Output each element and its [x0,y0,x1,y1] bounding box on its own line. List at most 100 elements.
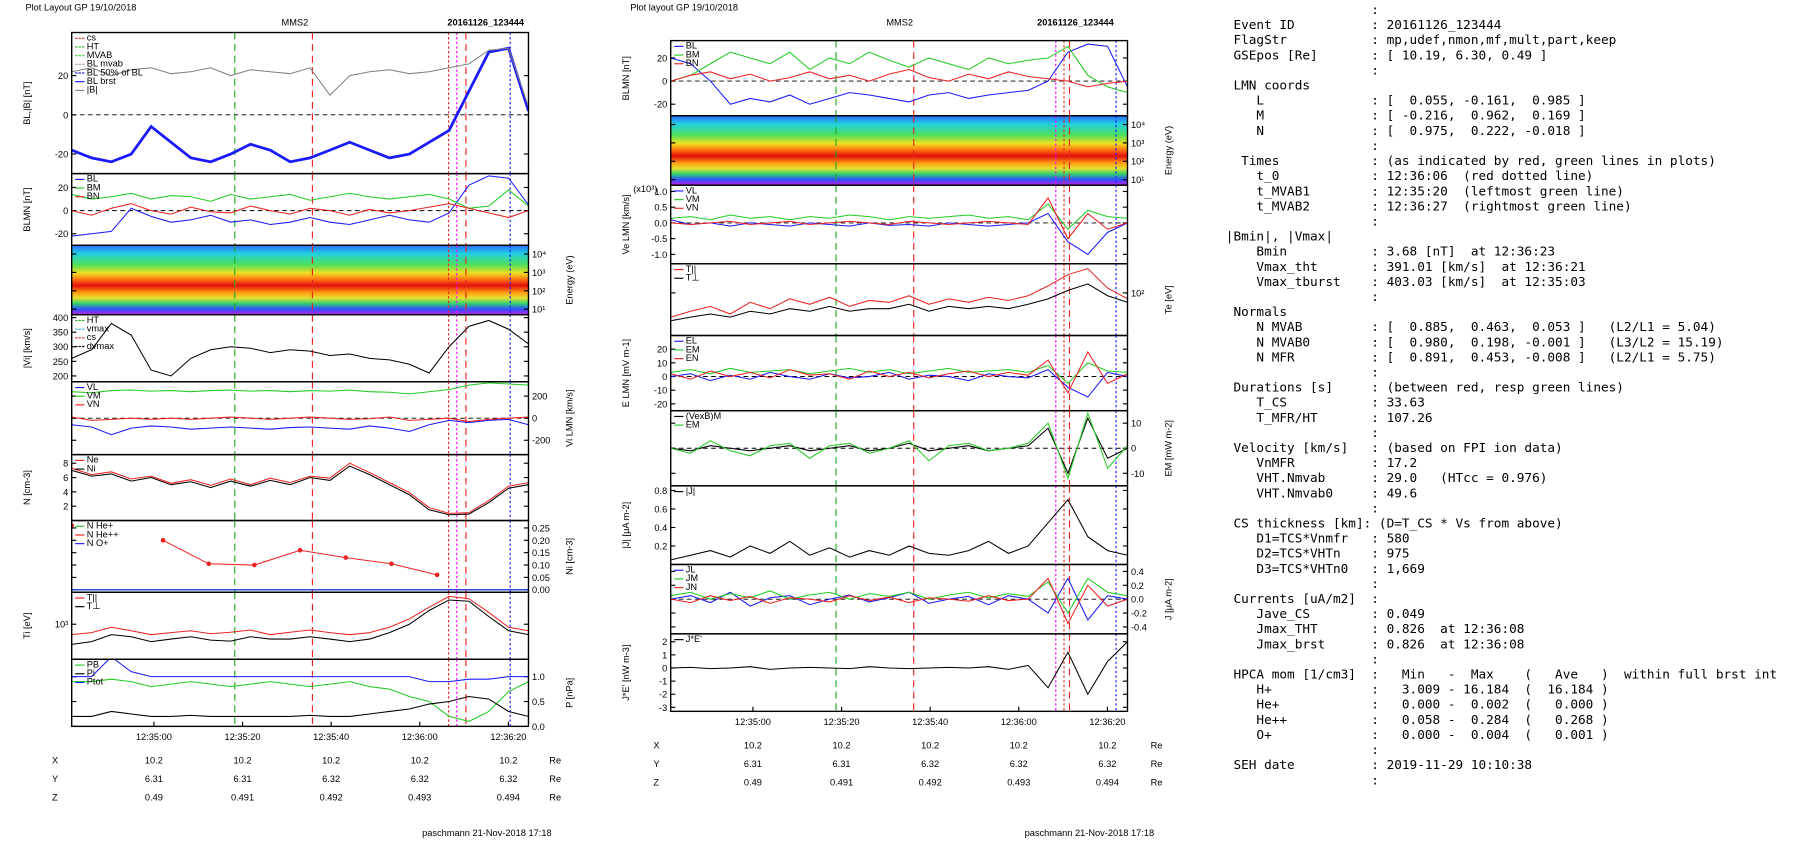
legend-entry: J*E' [686,634,702,644]
ephemeris-value: 10.2 [1010,740,1028,750]
legend-entry: N O+ [87,538,109,548]
y-tick-label: 0.0 [532,722,545,732]
info-line: D2=TCS*VHTn : 975 [1226,546,1410,561]
legend-entry: VL [87,382,98,392]
plot-header: Plot Layout GP 19/10/2018 [25,3,136,13]
y-tick-label: -1 [659,677,667,687]
panel-data [71,175,529,237]
ephemeris-unit: Re [1151,777,1163,787]
panel-frame [670,633,1129,713]
info-line: Jave_CS : 0.049 [1226,606,1425,621]
ephemeris-value: 6.32 [921,759,939,769]
y-tick-label: 0.6 [654,504,667,514]
series-line [71,319,529,377]
series-line [71,175,529,237]
panel-frame [71,31,530,175]
ephemeris-label: X [52,755,58,765]
legend-entry: N He+ [87,521,113,531]
ephemeris-value: 6.31 [234,774,252,784]
x-tick-label: 12:36:00 [1001,717,1037,727]
y-tick-label: 0.5 [532,697,545,707]
ephemeris-unit: Re [1151,759,1163,769]
spectrogram [71,245,529,315]
y-tick-label: 0.0 [1131,595,1144,605]
ephemeris-value: 10.2 [234,755,252,765]
y-tick-label: 0 [532,414,537,424]
panel-data [670,196,1128,255]
y-axis-label: Te [eV] [1163,285,1173,314]
legend-entry: BL 50% of BL [87,67,143,77]
series-line [71,462,529,514]
y-tick-label: 20 [58,183,68,193]
legend-entry: cs [87,332,97,342]
y-unit-note: (x10³) [633,184,657,194]
panel-data [670,43,1128,105]
ephemeris-value: 10.2 [145,755,163,765]
series-line [670,369,1128,398]
legend-entry: EM [686,419,700,429]
ephemeris-value: 6.32 [1098,759,1116,769]
y-tick-label: 4 [63,487,68,497]
y-tick-label: 1 [662,650,667,660]
ephemeris-label: Z [52,792,58,802]
legend-entry: dvmax [87,341,115,351]
info-line: : [1226,138,1379,153]
info-line: t_0 : 12:36:06 (red dotted line) [1226,168,1594,183]
info-line: SEH date : 2019-11-29 10:10:38 [1226,757,1532,772]
series-line [670,212,1128,255]
legend-entry: T|| [686,264,696,274]
panel-data [71,382,529,436]
y-tick-label: 0 [662,77,667,87]
series-line [71,47,529,108]
legend-entry: BN [87,191,100,201]
y-tick-label: 10³ [55,620,68,630]
y-tick-label: 0.20 [532,536,550,546]
panel-frame [71,658,530,728]
series-line [670,362,1128,385]
legend-entry: BM [87,182,101,192]
series-line [71,189,529,209]
legend-entry: VN [686,203,699,213]
info-line: VHT.Nmvab : 29.0 (HTcc = 0.976) [1226,470,1548,485]
legend-entry: BM [686,49,700,59]
ephemeris-value: 0.491 [830,777,853,787]
panel-frame [71,591,530,660]
y-tick-label: 2 [662,637,667,647]
ephemeris-value: 10.2 [411,755,429,765]
panel-data [670,268,1128,322]
y-tick-label: 250 [53,357,68,367]
series-line [670,498,1128,561]
legend-entry: JN [686,582,697,592]
y-tick-label: 6 [63,473,68,483]
info-line: : [1226,651,1379,666]
series-line [71,465,529,516]
data-point [252,562,257,568]
legend-entry: |B| [87,85,98,95]
legend-entry: JL [686,565,696,575]
y-axis-label: J*E' [nW m-3] [621,644,631,700]
y-tick-label: 0.8 [654,486,667,496]
plot-title: MMS2 [886,18,913,28]
y-axis-label: Vi LMN [km/s] [564,389,574,446]
series-line [71,696,529,717]
legend-entry: Ni [87,463,96,473]
legend-entry: N He++ [87,529,119,539]
y-tick-label: -20 [654,100,667,110]
y-tick-label: 200 [532,392,547,402]
info-line: M : [ -0.216, 0.962, 0.169 ] [1226,108,1586,123]
plot-title: MMS2 [282,18,309,28]
series-line [71,659,529,683]
info-line: O+ : 0.000 - 0.004 ( 0.001 ) [1226,727,1609,742]
plot-footer: paschmann 21-Nov-2018 17:18 [1025,828,1155,838]
info-line: N : [ 0.975, 0.222, -0.018 ] [1226,123,1586,138]
y-tick-label: -0.4 [1131,622,1147,632]
panel-data [670,411,1128,480]
y-tick-label: 10³ [1131,138,1144,148]
y-axis-label: P [nPa] [564,678,574,708]
info-line: He++ : 0.058 - 0.284 ( 0.268 ) [1226,712,1609,727]
y-axis-label: BLMN [nT] [22,187,32,231]
y-tick-label: 2 [63,502,68,512]
series-line [71,416,529,423]
series-line [670,350,1128,394]
